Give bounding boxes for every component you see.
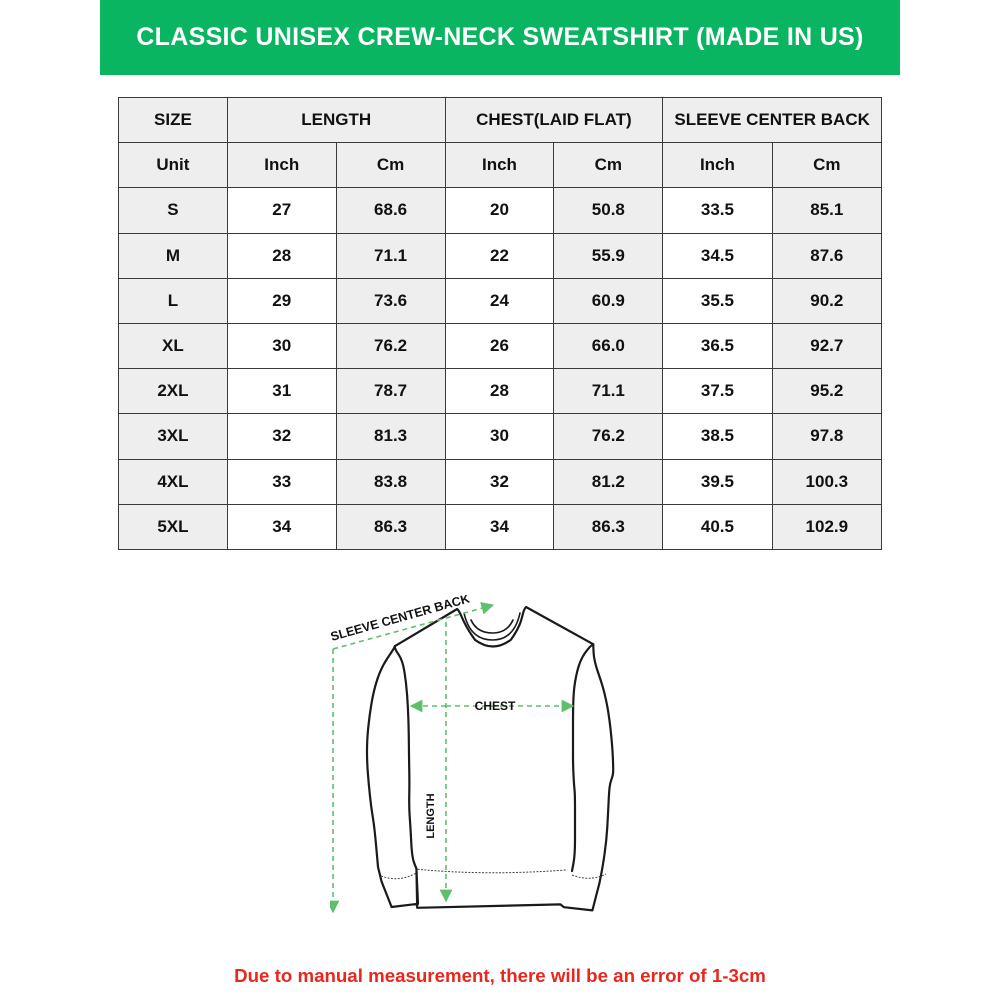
- svg-text:LENGTH: LENGTH: [425, 793, 437, 838]
- svg-text:SLEEVE CENTER BACK: SLEEVE CENTER BACK: [330, 595, 471, 644]
- svg-text:CHEST: CHEST: [475, 699, 516, 713]
